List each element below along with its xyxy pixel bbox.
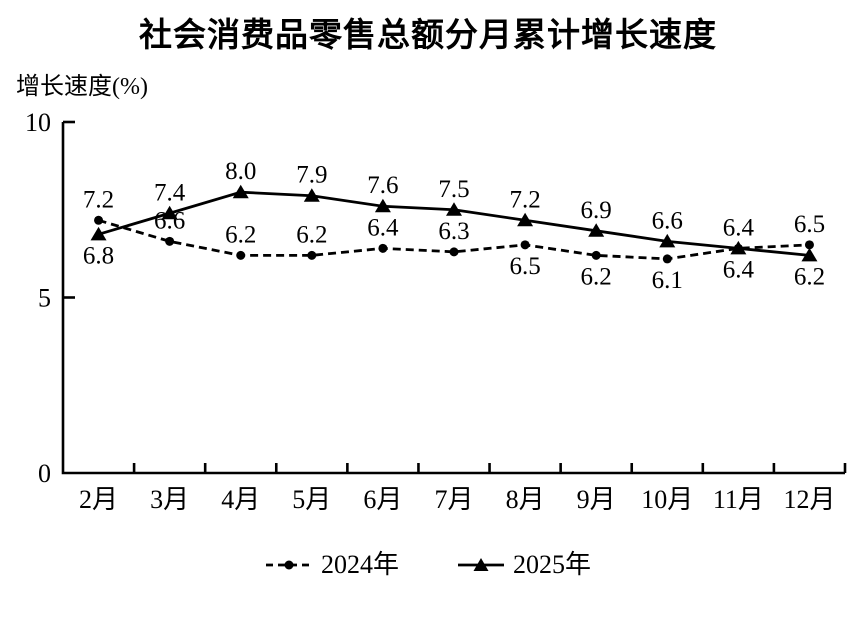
x-tick-label: 5月 [292,485,331,514]
legend-item-2025: 2025年 [457,552,591,578]
x-tick-label: 8月 [506,485,545,514]
y-axis-unit-label: 增长速度(%) [16,74,148,100]
marker-circle-2024年 [591,250,601,260]
data-label-2024年: 6.5 [794,211,825,238]
dashed-line-circle-marker-icon [265,560,312,570]
legend-label-2025: 2025年 [513,550,592,579]
marker-triangle-2025年 [161,205,178,220]
x-tick-label: 7月 [434,485,473,514]
marker-circle-2024年 [449,247,459,257]
data-label-2024年: 6.2 [296,221,327,248]
x-tick-label: 10月 [641,485,693,514]
marker-circle-2024年 [236,250,246,260]
axis-lines [61,122,845,475]
marker-triangle-2025年 [517,212,534,227]
solid-line-triangle-marker-icon [458,558,504,571]
legend-label-2024: 2024年 [320,550,399,579]
data-label-2025年: 6.9 [581,197,612,224]
data-label-2025年: 8.0 [225,158,256,185]
chart-title: 社会消费品零售总额分月累计增长速度 [139,18,717,54]
data-label-2024年: 6.5 [509,253,540,280]
x-tick-label: 3月 [150,485,189,514]
legend-item-2024: 2024年 [265,552,399,578]
marker-circle-2024年 [520,240,530,250]
data-label-2025年: 6.4 [723,214,755,241]
data-label-2024年: 6.4 [367,214,399,241]
y-tick-label: 5 [38,284,51,313]
y-tick-label: 0 [38,459,51,488]
data-label-2024年: 6.2 [225,221,256,248]
marker-circle-2024年 [307,250,317,260]
data-label-2025年: 6.8 [83,242,114,269]
marker-triangle-2025年 [730,240,747,255]
data-label-2025年: 7.4 [154,179,186,206]
data-label-2025年: 6.6 [652,207,683,234]
data-label-2024年: 6.3 [438,218,469,245]
data-label-2025年: 7.5 [438,176,469,203]
marker-triangle-2025年 [659,233,676,248]
data-label-2025年: 7.9 [296,162,327,189]
marker-triangle-2025年 [801,247,818,262]
marker-triangle-2025年 [446,202,462,216]
marker-triangle-2025年 [232,184,249,199]
y-tick-label: 10 [25,108,51,137]
marker-circle-2024年 [165,236,175,246]
marker-triangle-2025年 [90,226,107,241]
data-label-2025年: 6.2 [794,263,825,290]
marker-circle-2024年 [804,240,814,250]
x-tick-label: 12月 [783,485,835,514]
marker-triangle-2025年 [303,188,320,202]
x-tick-label: 11月 [713,485,764,514]
marker-circle-2024年 [94,215,104,225]
marker-circle-2024年 [662,254,672,264]
data-label-2025年: 7.6 [367,172,398,199]
marker-triangle-2025年 [588,223,605,237]
x-tick-label: 6月 [363,485,402,514]
series-line-2024年 [98,218,810,261]
data-label-2024年: 6.4 [723,256,755,283]
data-label-2024年: 6.2 [581,263,612,290]
data-label-2024年: 7.2 [83,186,114,213]
x-tick-label: 2月 [79,485,118,514]
x-tick-label: 4月 [221,485,260,514]
marker-circle-2024年 [378,243,388,253]
marker-triangle-2025年 [374,198,391,213]
legend: 2024年 2025年 [0,552,856,578]
data-label-2024年: 6.1 [652,267,683,294]
data-label-2025年: 7.2 [509,186,540,213]
x-tick-label: 9月 [577,485,616,514]
